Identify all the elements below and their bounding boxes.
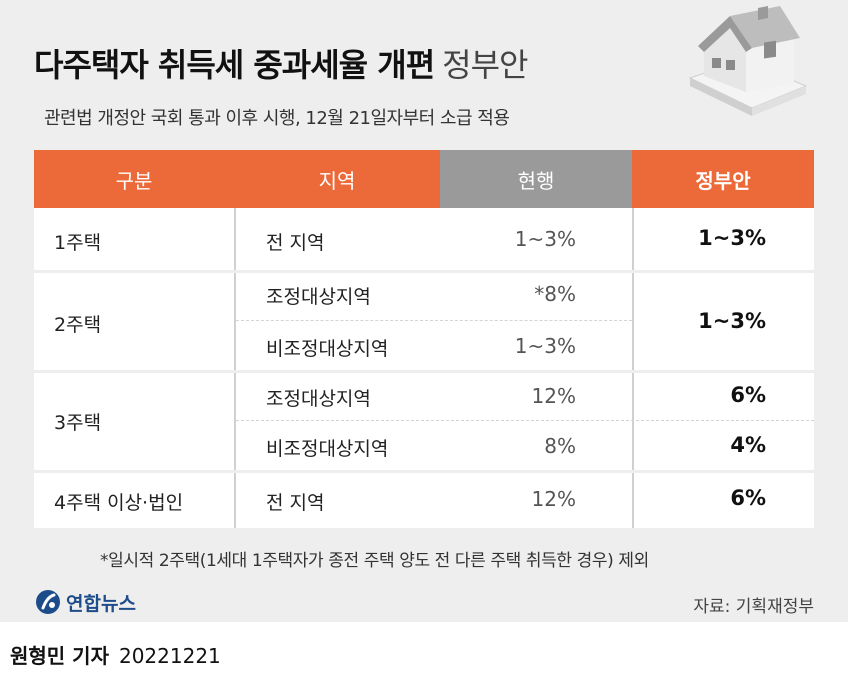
row-separator	[34, 470, 814, 473]
header-proposal: 정부안	[632, 150, 814, 208]
proposal-rate-cell: 1~3%	[698, 226, 766, 250]
row-separator	[34, 370, 814, 373]
current-rate-cell: 1~3%	[514, 334, 576, 358]
current-rate-cell: 12%	[531, 384, 576, 408]
logo-text: 연합뉴스	[66, 592, 136, 615]
footnote: *일시적 2주택(1세대 1주택자가 종전 주택 양도 전 다른 주택 취득한 …	[100, 551, 649, 571]
source-credit: 자료: 기획재정부	[693, 597, 814, 617]
proposal-rate-cell: 6%	[730, 383, 766, 407]
tax-rate-table: 구분 지역 현행 정부안 1주택 전 지역 1~3% 1~3% 2주택 조정대상…	[34, 150, 814, 528]
header-category: 구분	[34, 150, 234, 208]
yonhap-logo: 연합뉴스	[34, 588, 136, 616]
proposal-rate-cell: 6%	[730, 486, 766, 510]
page-title: 다주택자 취득세 중과세율 개편 정부안	[34, 40, 528, 86]
publish-date: 20221221	[118, 644, 221, 668]
category-cell: 2주택	[54, 314, 102, 336]
current-rate-cell: *8%	[534, 282, 576, 306]
row-separator	[34, 270, 814, 273]
header-current: 현행	[440, 150, 632, 208]
infographic-card: 다주택자 취득세 중과세율 개편 정부안 관련법 개정안 국회 통과 이후 시행,…	[0, 0, 848, 622]
dashed-separator	[236, 320, 632, 321]
title-main: 다주택자 취득세 중과세율 개편	[34, 46, 435, 84]
category-cell: 1주택	[54, 232, 102, 254]
region-cell: 조정대상지역	[266, 286, 371, 308]
header-region: 지역	[234, 150, 440, 208]
category-cell: 3주택	[54, 412, 102, 434]
proposal-rate-cell: 1~3%	[698, 309, 766, 333]
region-cell: 비조정대상지역	[266, 338, 389, 360]
reporter-name: 원형민 기자	[10, 644, 109, 668]
current-rate-cell: 8%	[544, 434, 576, 458]
title-suffix: 정부안	[442, 46, 528, 84]
category-cell: 4주택 이상·법인	[54, 492, 184, 514]
column-divider	[632, 208, 634, 528]
byline: 원형민 기자 20221221	[10, 640, 221, 669]
house-icon	[688, 6, 808, 116]
region-cell: 전 지역	[266, 232, 325, 254]
current-rate-cell: 1~3%	[514, 227, 576, 251]
dashed-separator	[236, 420, 814, 421]
column-divider	[234, 208, 236, 528]
current-rate-cell: 12%	[531, 487, 576, 511]
region-cell: 비조정대상지역	[266, 438, 389, 460]
proposal-rate-cell: 4%	[730, 433, 766, 457]
region-cell: 전 지역	[266, 492, 325, 514]
yonhap-logo-icon	[36, 590, 60, 614]
region-cell: 조정대상지역	[266, 388, 371, 410]
subtitle: 관련법 개정안 국회 통과 이후 시행, 12월 21일자부터 소급 적용	[44, 108, 510, 129]
